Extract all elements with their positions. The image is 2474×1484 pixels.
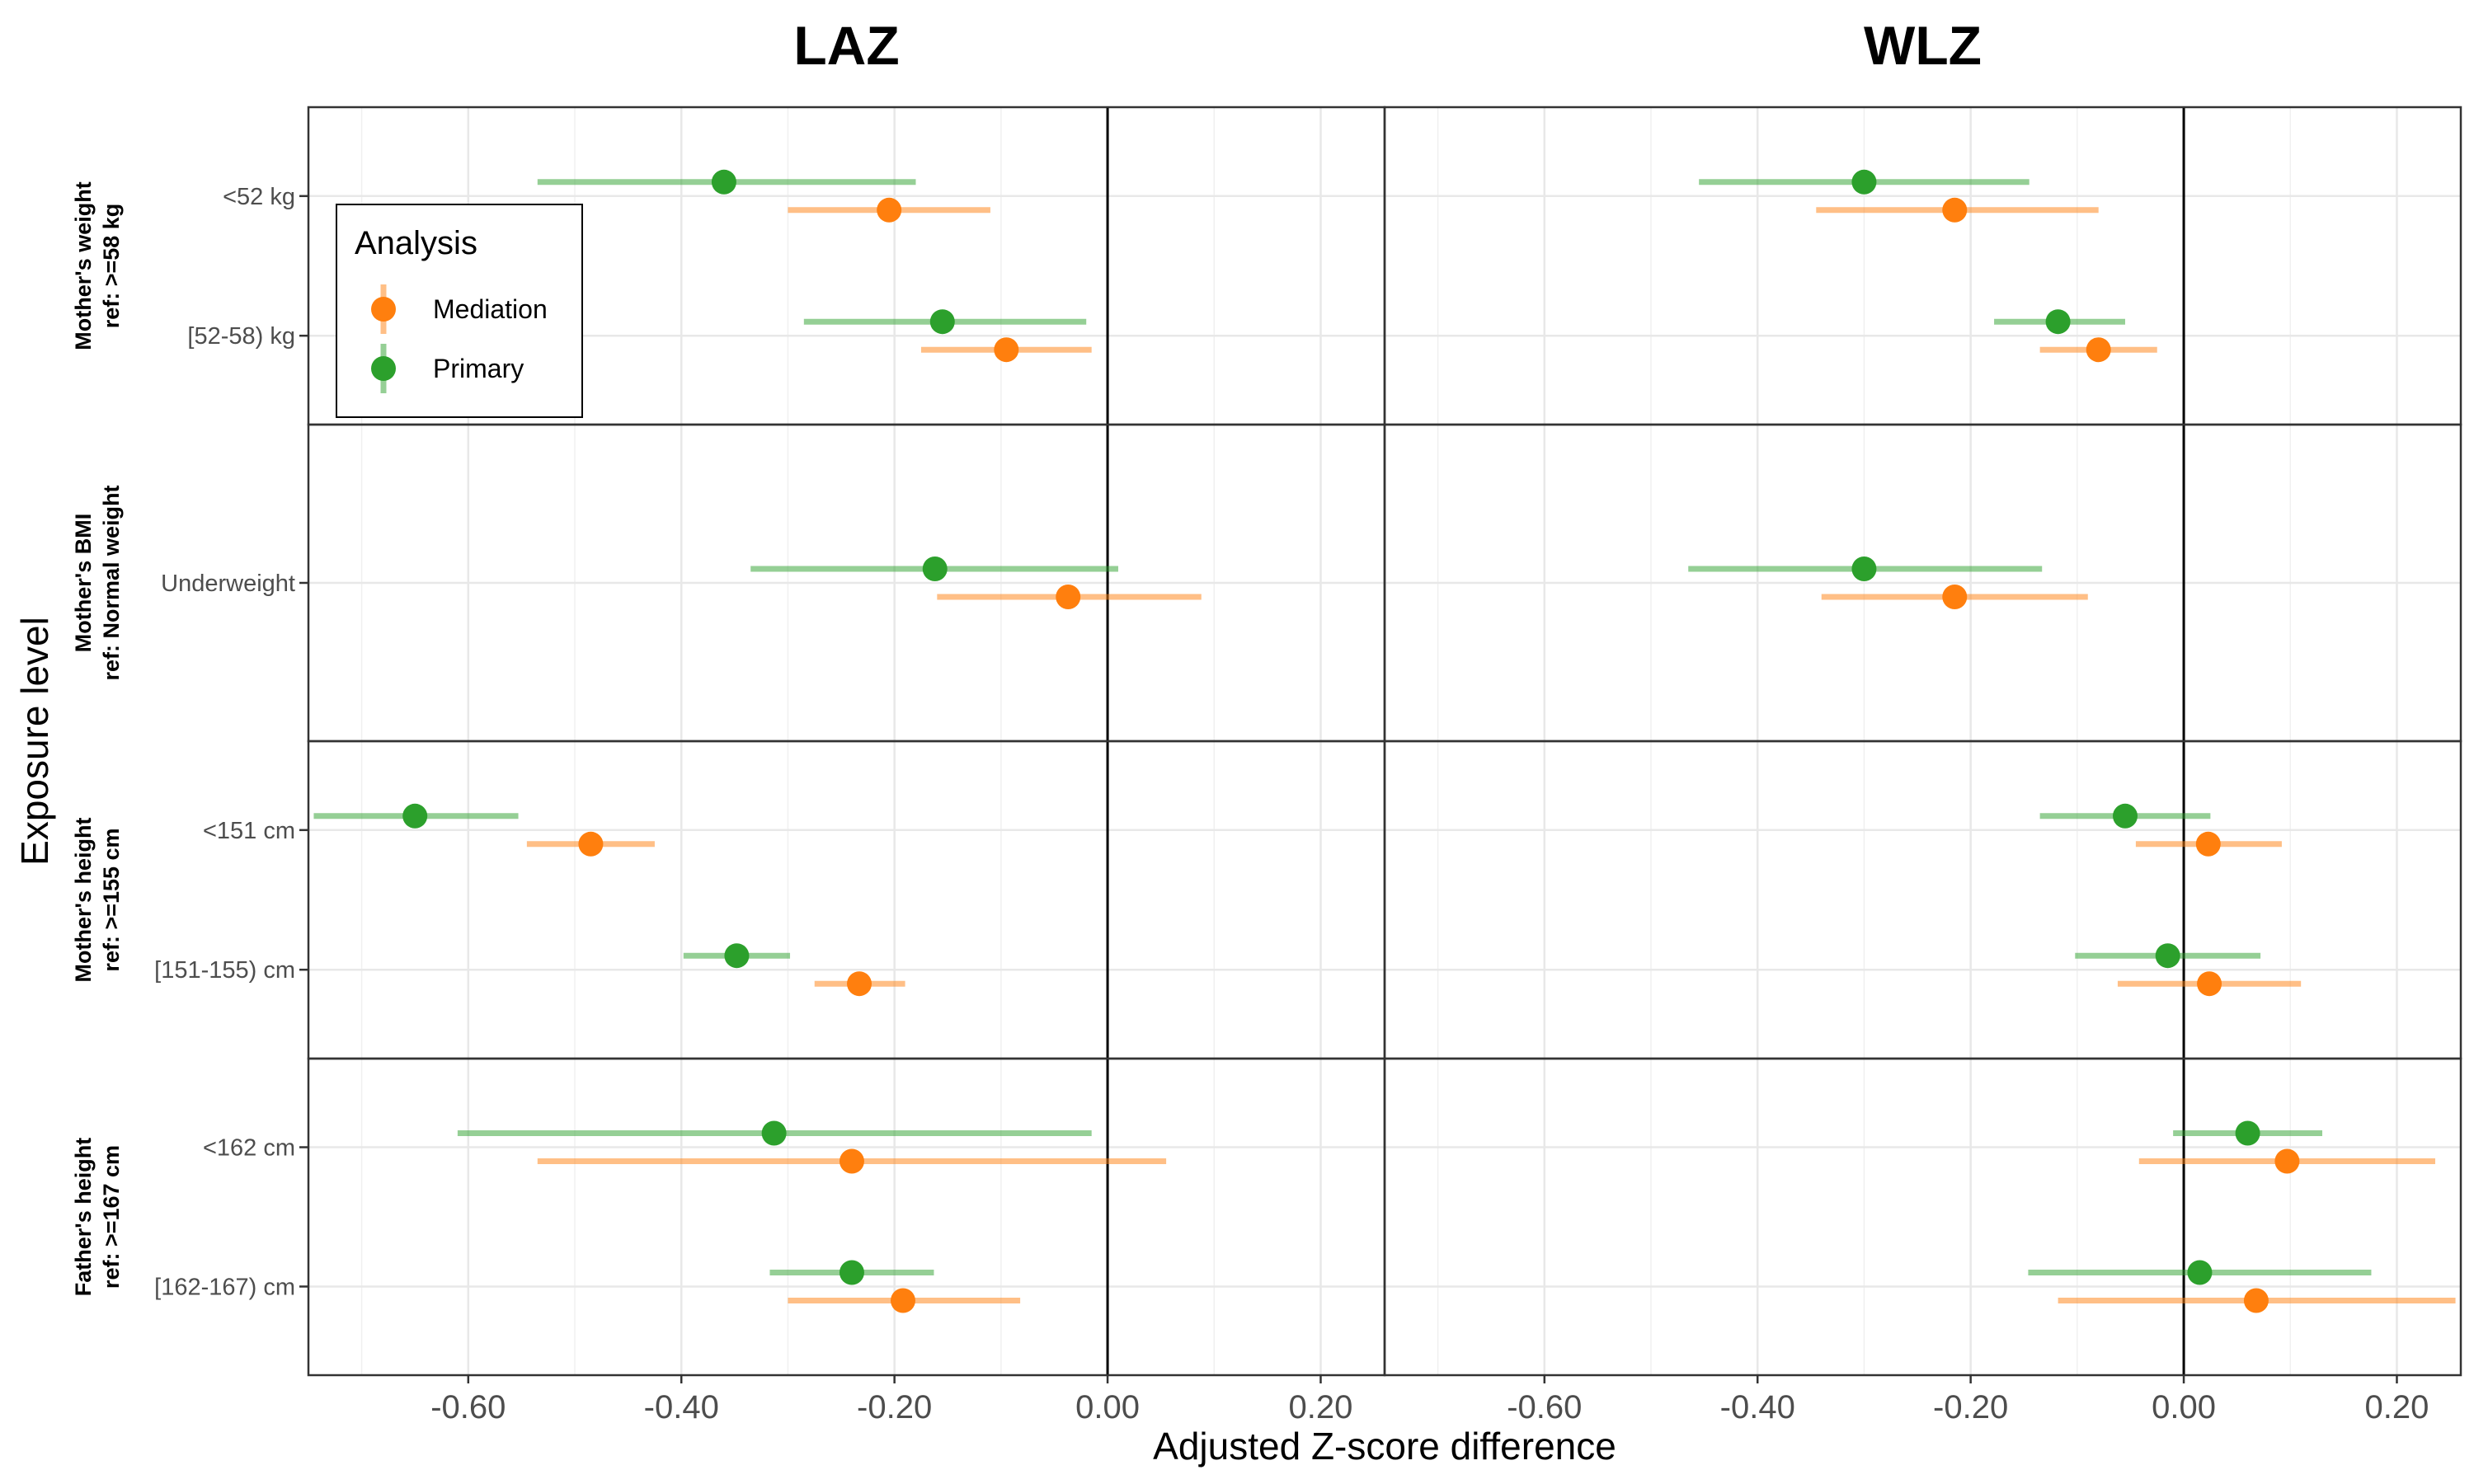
x-axis-title: Adjusted Z-score difference (1153, 1425, 1616, 1468)
x-tick-label: -0.20 (857, 1389, 932, 1425)
panel-border (1383, 1057, 2462, 1377)
x-tick-label: 0.20 (2365, 1389, 2429, 1425)
primary-point (839, 1260, 864, 1285)
strip-label: Father's height ref: >=167 cm (71, 1138, 124, 1296)
mediation-point (2086, 337, 2111, 363)
y-tick-label: [151-155) cm (154, 957, 295, 984)
mediation-point (1942, 585, 1968, 609)
legend-label-mediation: Mediation (433, 294, 548, 324)
primary-point (1851, 556, 1877, 581)
x-tick-label: 0.00 (1075, 1389, 1140, 1425)
strip-label-line: ref: >=167 cm (99, 1145, 124, 1289)
x-tick-label: -0.40 (644, 1389, 719, 1425)
strip-label: Mother's BMI ref: Normal weight (71, 485, 124, 680)
strip-label-line: ref: >=58 kg (99, 204, 124, 329)
y-tick-label: <162 cm (203, 1135, 295, 1162)
primary-point (402, 803, 428, 829)
x-tick-label: -0.20 (1933, 1389, 2008, 1425)
primary-point (922, 556, 948, 581)
mediation-point (839, 1148, 864, 1174)
strip-label-line: ref: >=155 cm (99, 828, 124, 971)
mediation-point (2195, 831, 2221, 857)
primary-point (1851, 169, 1877, 195)
panel-title-laz: LAZ (793, 15, 899, 76)
panel-background (1385, 107, 2461, 425)
primary-legend-key-point (371, 356, 396, 381)
primary-point (2187, 1260, 2213, 1285)
y-tick-label: <52 kg (223, 184, 295, 210)
strip-label-line: Mother's height (71, 818, 96, 983)
primary-point (2112, 803, 2138, 829)
mediation-legend-key-point (371, 297, 396, 322)
strip-label-line: Mother's weight (71, 181, 96, 350)
primary-point (929, 309, 955, 335)
y-tick-label: <151 cm (203, 818, 295, 844)
panel-background (308, 741, 1385, 1059)
mediation-point (2197, 971, 2222, 997)
strip-label-line: ref: Normal weight (99, 485, 124, 680)
x-tick-label: -0.60 (1507, 1389, 1582, 1425)
strip-label: Mother's height ref: >=155 cm (71, 818, 124, 983)
primary-point (711, 169, 736, 195)
y-tick-label: [162-167) cm (154, 1274, 295, 1300)
primary-point (761, 1120, 787, 1146)
primary-point (2155, 943, 2180, 969)
strip-label: Mother's weight ref: >=58 kg (71, 181, 124, 350)
legend-label-primary: Primary (433, 354, 524, 383)
legend: Analysis Mediation Primary (336, 204, 583, 418)
panel-background (1385, 1059, 2461, 1375)
mediation-point (847, 971, 872, 997)
y-tick-label: Underweight (161, 571, 295, 597)
mediation-point (2274, 1148, 2300, 1174)
mediation-point (578, 831, 604, 857)
y-tick-label: [52-58) kg (187, 323, 295, 350)
y-axis-title: Exposure level (13, 617, 56, 866)
primary-point (2045, 309, 2071, 335)
strip-label-line: Father's height (71, 1138, 96, 1296)
x-tick-label: -0.60 (430, 1389, 506, 1425)
primary-point (724, 943, 750, 969)
mediation-point (1942, 197, 1968, 223)
panel-background (1385, 741, 2461, 1059)
mediation-point (2243, 1288, 2269, 1313)
x-tick-label: -0.40 (1720, 1389, 1795, 1425)
mediation-point (877, 197, 902, 223)
mediation-point (890, 1288, 915, 1313)
strip-label-line: Mother's BMI (71, 514, 96, 652)
x-tick-label: 0.00 (2152, 1389, 2216, 1425)
panel-background (308, 1059, 1385, 1375)
legend-title: Analysis (355, 225, 477, 261)
mediation-point (994, 337, 1019, 363)
mediation-point (1056, 585, 1081, 609)
panel-title-wlz: WLZ (1864, 15, 1982, 76)
primary-point (2235, 1120, 2260, 1146)
x-tick-label: 0.20 (1289, 1389, 1353, 1425)
